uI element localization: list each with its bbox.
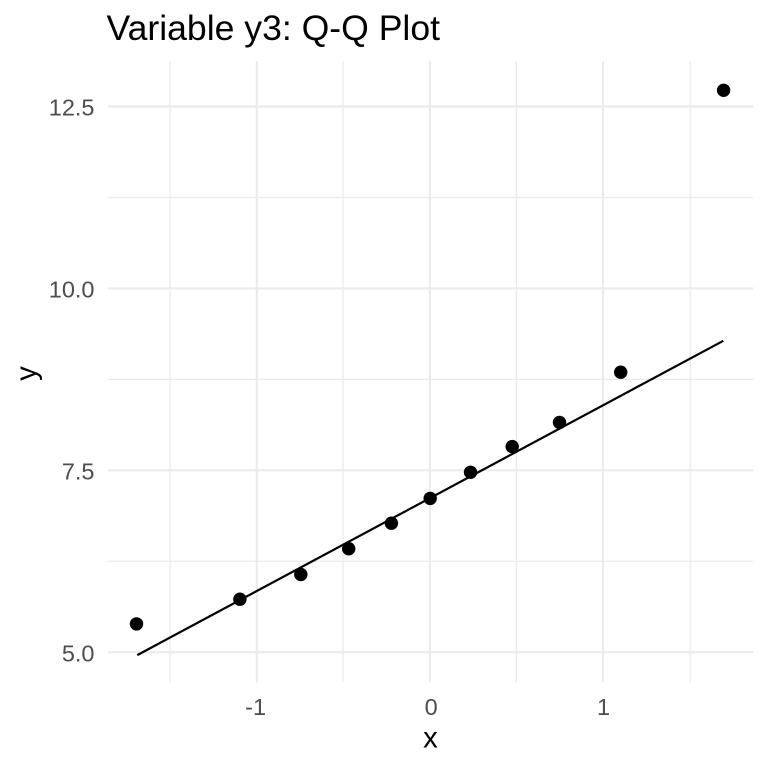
svg-text:10.0: 10.0: [49, 277, 95, 303]
svg-text:-1: -1: [245, 694, 266, 720]
svg-text:5.0: 5.0: [62, 640, 95, 666]
svg-text:1: 1: [597, 694, 610, 720]
svg-text:Variable y3: Q-Q Plot: Variable y3: Q-Q Plot: [107, 8, 441, 48]
svg-text:12.5: 12.5: [49, 95, 95, 121]
svg-text:7.5: 7.5: [62, 458, 95, 484]
svg-text:0: 0: [425, 694, 438, 720]
svg-text:x: x: [423, 721, 438, 754]
svg-text:y: y: [10, 366, 43, 381]
